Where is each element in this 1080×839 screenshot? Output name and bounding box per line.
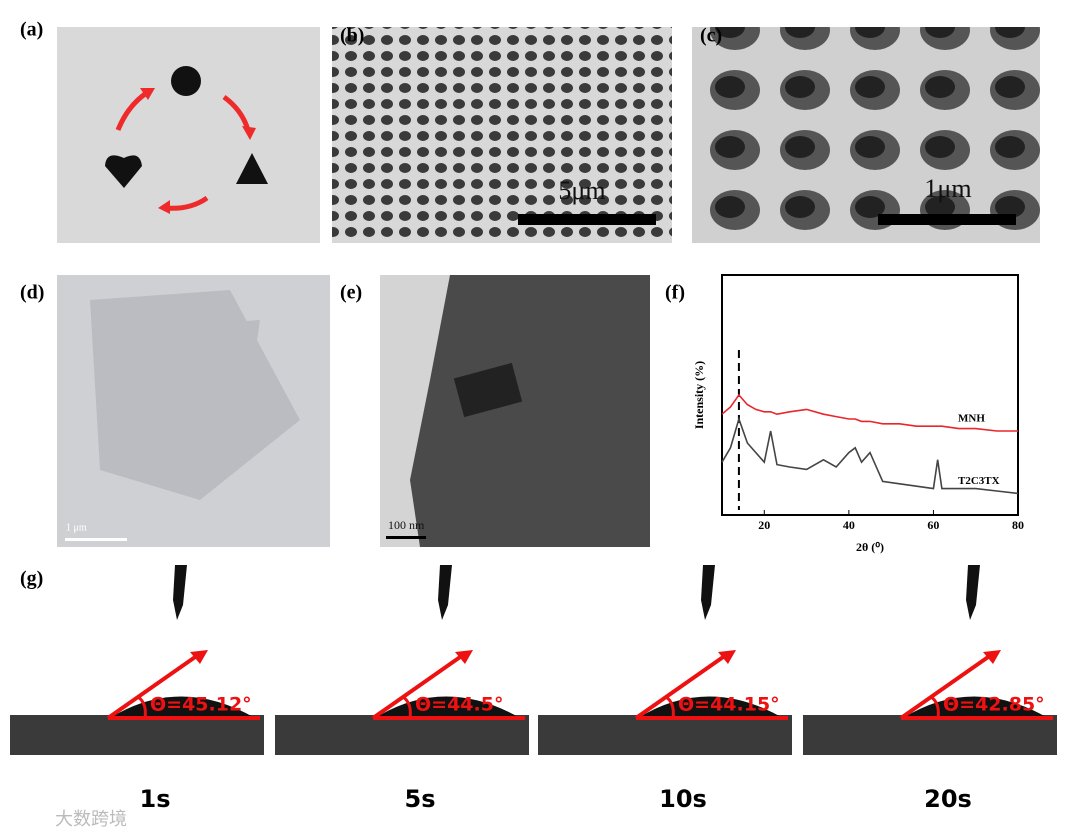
tangent-arrow bbox=[634, 653, 728, 720]
photo bbox=[57, 27, 320, 243]
scale-bar bbox=[65, 538, 127, 541]
panel-label: (a) bbox=[20, 19, 43, 41]
time-label: 5s bbox=[405, 785, 436, 813]
tangent-arrow bbox=[106, 653, 200, 720]
scale-text: 1μm bbox=[924, 174, 971, 203]
contact-angle-panels: Θ=45.12° 1s Θ=44.5° 5s Θ=44.15° 10s Θ=42.85° 20… bbox=[10, 565, 1057, 813]
time-label: 10s bbox=[659, 785, 707, 813]
needle bbox=[701, 565, 715, 620]
needle bbox=[438, 565, 452, 620]
xrd-chart: 20 40 60 80 2θ (⁰) Intensity (%) MNH T2C3TX bbox=[692, 274, 1024, 554]
sem-image bbox=[332, 27, 672, 243]
angle-arc bbox=[137, 695, 147, 719]
x-tick-label: 80 bbox=[1012, 518, 1024, 532]
scale-bar bbox=[878, 214, 1016, 225]
x-tick-label: 60 bbox=[927, 518, 939, 532]
sheets bbox=[90, 290, 300, 500]
needle bbox=[173, 565, 187, 620]
arrow-head bbox=[455, 650, 473, 664]
x-tick-label: 20 bbox=[758, 518, 770, 532]
shape bbox=[236, 153, 268, 184]
panel-label: (d) bbox=[20, 282, 44, 304]
panel-label: (c) bbox=[700, 25, 722, 47]
series-label: MNH bbox=[958, 413, 985, 425]
shape bbox=[105, 155, 142, 188]
scale-text: 1 μm bbox=[66, 522, 87, 533]
scale-bar bbox=[386, 536, 426, 539]
arrow-head bbox=[718, 650, 736, 664]
angle-label: Θ=42.85° bbox=[943, 694, 1045, 716]
substrate bbox=[538, 715, 792, 755]
angle-label: Θ=44.15° bbox=[678, 694, 780, 716]
particles bbox=[410, 275, 650, 547]
angle-arc bbox=[402, 695, 412, 719]
needle bbox=[966, 565, 980, 620]
scale-bar bbox=[518, 214, 656, 225]
angle-arc bbox=[665, 695, 675, 719]
scale-text: 100 nm bbox=[388, 518, 425, 532]
angle-label: Θ=44.5° bbox=[415, 694, 503, 716]
tangent-arrow bbox=[899, 653, 993, 720]
arrow-heads bbox=[140, 88, 256, 214]
angle-arc bbox=[930, 695, 940, 719]
watermark: 大数跨境 bbox=[55, 809, 127, 830]
substrate bbox=[10, 715, 264, 755]
arrow-head bbox=[190, 650, 208, 664]
sem-image bbox=[692, 27, 1040, 243]
panel-label: (f) bbox=[665, 282, 685, 304]
substrate bbox=[803, 715, 1057, 755]
series-line bbox=[721, 393, 1018, 432]
shape bbox=[171, 66, 201, 96]
x-axis-label: 2θ (⁰) bbox=[856, 540, 884, 554]
tangent-arrow bbox=[371, 653, 465, 720]
panel-label: (b) bbox=[340, 25, 364, 47]
particle bbox=[453, 362, 523, 418]
x-tick-label: 40 bbox=[843, 518, 855, 532]
plot-frame bbox=[721, 274, 1019, 516]
substrate bbox=[275, 715, 529, 755]
angle-label: Θ=45.12° bbox=[150, 694, 252, 716]
panel-label: (e) bbox=[340, 282, 362, 304]
series-label: T2C3TX bbox=[958, 475, 1000, 487]
arrow-head bbox=[983, 650, 1001, 664]
time-label: 1s bbox=[140, 785, 171, 813]
scale-text: 5μm bbox=[558, 176, 605, 205]
y-axis-label: Intensity (%) bbox=[692, 361, 706, 429]
time-label: 20s bbox=[924, 785, 972, 813]
series-line bbox=[721, 416, 1019, 495]
panel-label: (g) bbox=[20, 568, 43, 590]
